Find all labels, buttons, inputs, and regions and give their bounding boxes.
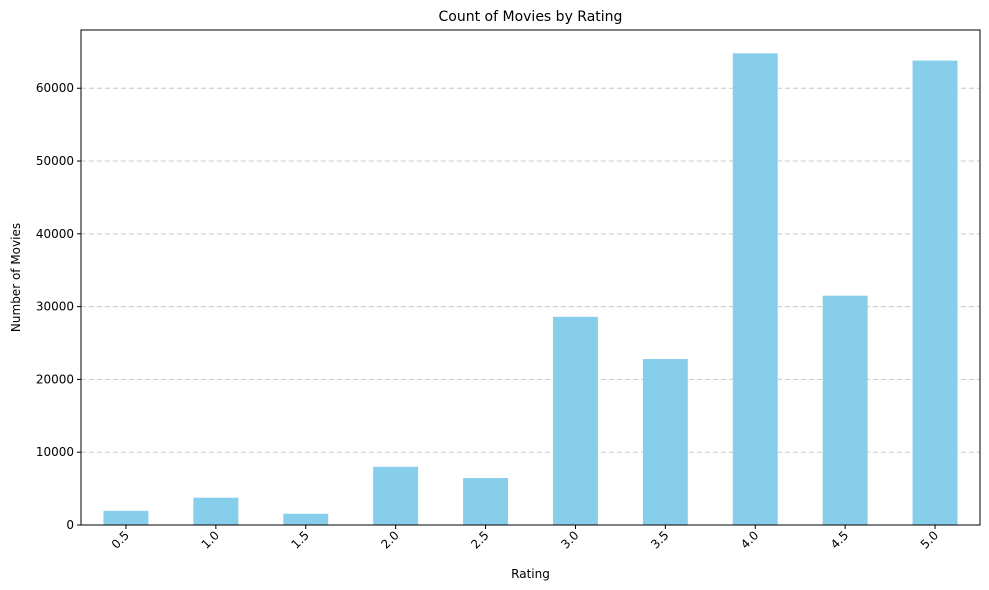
x-tick-label: 4.5: [828, 528, 851, 551]
y-tick-label: 50000: [36, 154, 74, 168]
x-tick-label: 1.0: [199, 528, 222, 551]
bar-3.0: [552, 316, 598, 525]
bar-4.5: [822, 295, 868, 525]
y-tick-label: 10000: [36, 445, 74, 459]
y-tick-label: 40000: [36, 227, 74, 241]
x-tick-label: 1.5: [288, 528, 311, 551]
y-tick-label: 0: [66, 518, 74, 532]
bar-2.0: [373, 466, 419, 525]
plot-frame: [80, 29, 981, 526]
bar-3.5: [642, 359, 688, 525]
y-tick-label: 20000: [36, 372, 74, 386]
bar-4.0: [732, 53, 778, 525]
x-tick-label: 0.5: [109, 528, 132, 551]
bar-1.0: [193, 497, 239, 525]
x-axis: 0.5 1.0 1.5 2.0 2.5 3.0 3.5 4.0 4.5 5.0: [109, 525, 941, 552]
x-tick-label: 5.0: [918, 528, 941, 551]
bar-0.5: [103, 510, 149, 525]
x-tick-label: 4.0: [738, 528, 761, 551]
y-gridlines: [81, 87, 980, 453]
y-tick-label: 30000: [36, 300, 74, 314]
bar-1.5: [283, 513, 329, 525]
bar-5.0: [912, 60, 958, 526]
y-axis-label: Number of Movies: [9, 223, 23, 332]
x-tick-label: 3.0: [558, 528, 581, 551]
x-tick-label: 3.5: [648, 528, 671, 551]
y-axis: 0 10000 20000 30000 40000 50000 60000: [36, 81, 81, 532]
bars: [103, 53, 958, 526]
bar-2.5: [463, 478, 509, 525]
x-tick-label: 2.5: [468, 528, 491, 551]
y-tick-label: 60000: [36, 81, 74, 95]
x-tick-label: 2.0: [378, 528, 401, 551]
x-axis-label: Rating: [511, 567, 550, 581]
chart-title: Count of Movies by Rating: [439, 9, 623, 25]
